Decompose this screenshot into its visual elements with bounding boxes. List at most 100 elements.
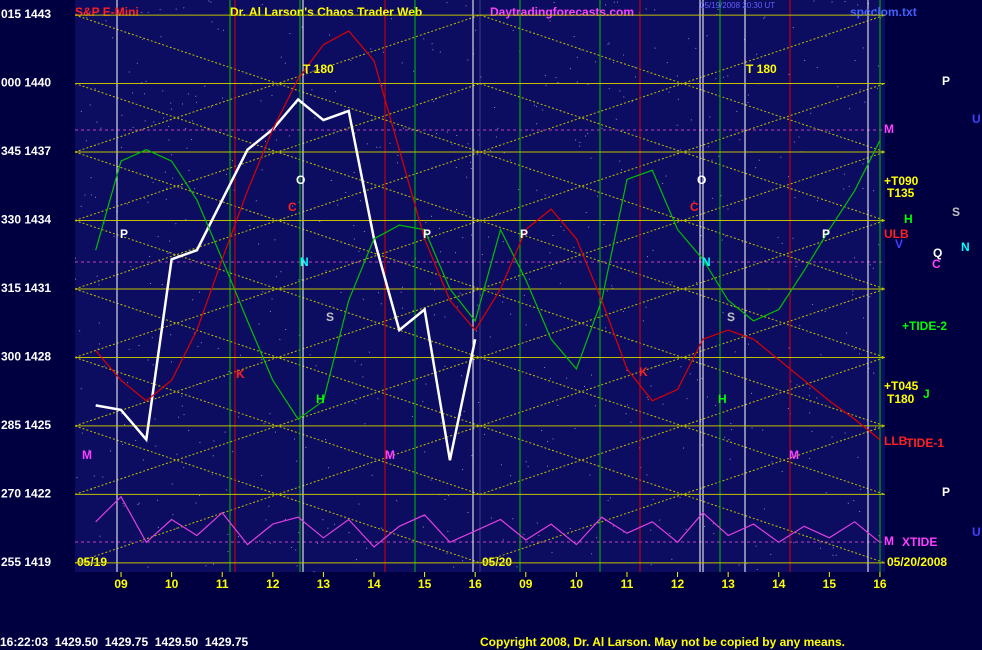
- star: [771, 461, 773, 463]
- star: [481, 253, 483, 255]
- star: [151, 337, 153, 339]
- star: [751, 392, 753, 394]
- star: [688, 38, 690, 40]
- star: [368, 351, 370, 353]
- star: [676, 75, 678, 77]
- star: [743, 39, 745, 41]
- annotation: J: [923, 387, 930, 401]
- date-label: 05/20/2008: [887, 555, 947, 569]
- star: [191, 120, 193, 122]
- star: [787, 408, 789, 410]
- star: [298, 334, 300, 336]
- star: [704, 525, 706, 527]
- star: [385, 452, 387, 454]
- star: [96, 275, 98, 277]
- star: [528, 278, 530, 280]
- star: [397, 154, 399, 156]
- annotation: S: [727, 310, 735, 324]
- star: [328, 467, 330, 469]
- annotation: M: [82, 448, 92, 462]
- annotation: H: [718, 392, 727, 406]
- star: [596, 537, 598, 539]
- star: [224, 431, 226, 433]
- star: [490, 517, 492, 519]
- star: [171, 108, 173, 110]
- star: [756, 569, 758, 571]
- star: [363, 230, 365, 232]
- star: [195, 502, 197, 504]
- star: [180, 186, 182, 188]
- star: [706, 396, 708, 398]
- star: [213, 563, 215, 565]
- annotation: U: [972, 112, 981, 126]
- star: [298, 201, 300, 203]
- star: [208, 0, 210, 2]
- star: [579, 145, 581, 147]
- star: [456, 306, 458, 308]
- annotation: P: [822, 227, 830, 241]
- star: [169, 240, 171, 242]
- star: [122, 503, 124, 505]
- star: [709, 116, 711, 118]
- star: [799, 325, 801, 327]
- star: [832, 547, 834, 549]
- star: [178, 416, 180, 418]
- star: [146, 174, 148, 176]
- star: [274, 239, 276, 241]
- star: [549, 20, 551, 22]
- star: [611, 285, 613, 287]
- star: [645, 306, 647, 308]
- star: [846, 332, 848, 334]
- star: [686, 398, 688, 400]
- star: [859, 89, 861, 91]
- file: spcclom.txt: [850, 5, 917, 19]
- star: [305, 446, 307, 448]
- star: [589, 474, 591, 476]
- star: [402, 307, 404, 309]
- star: [535, 105, 537, 107]
- star: [873, 372, 875, 374]
- annotation: O: [296, 173, 305, 187]
- annotation: ULB: [884, 227, 909, 241]
- star: [334, 91, 336, 93]
- star: [557, 82, 559, 84]
- star: [210, 106, 212, 108]
- star: [524, 13, 526, 15]
- star: [121, 114, 123, 116]
- star: [612, 287, 614, 289]
- star: [143, 93, 145, 95]
- star: [467, 511, 469, 513]
- star: [770, 553, 772, 555]
- star: [325, 270, 327, 272]
- star: [81, 432, 83, 434]
- star: [573, 36, 575, 38]
- star: [679, 149, 681, 151]
- star: [539, 337, 541, 339]
- star: [424, 451, 426, 453]
- star: [655, 365, 657, 367]
- star: [289, 33, 291, 35]
- star: [878, 535, 880, 537]
- annotation: LLB: [884, 434, 908, 448]
- star: [90, 194, 92, 196]
- x-tick-label: 11: [216, 577, 229, 591]
- star: [284, 518, 286, 520]
- star: [197, 345, 199, 347]
- star: [552, 438, 554, 440]
- star: [354, 402, 356, 404]
- star: [186, 147, 188, 149]
- star: [84, 194, 86, 196]
- star: [168, 126, 170, 128]
- star: [597, 195, 599, 197]
- star: [467, 59, 469, 61]
- star: [680, 366, 682, 368]
- star: [831, 436, 833, 438]
- star: [755, 545, 757, 547]
- x-tick-label: 15: [418, 577, 432, 591]
- star: [645, 8, 647, 10]
- star: [463, 211, 465, 213]
- star: [255, 200, 257, 202]
- star: [182, 103, 184, 105]
- star: [200, 342, 202, 344]
